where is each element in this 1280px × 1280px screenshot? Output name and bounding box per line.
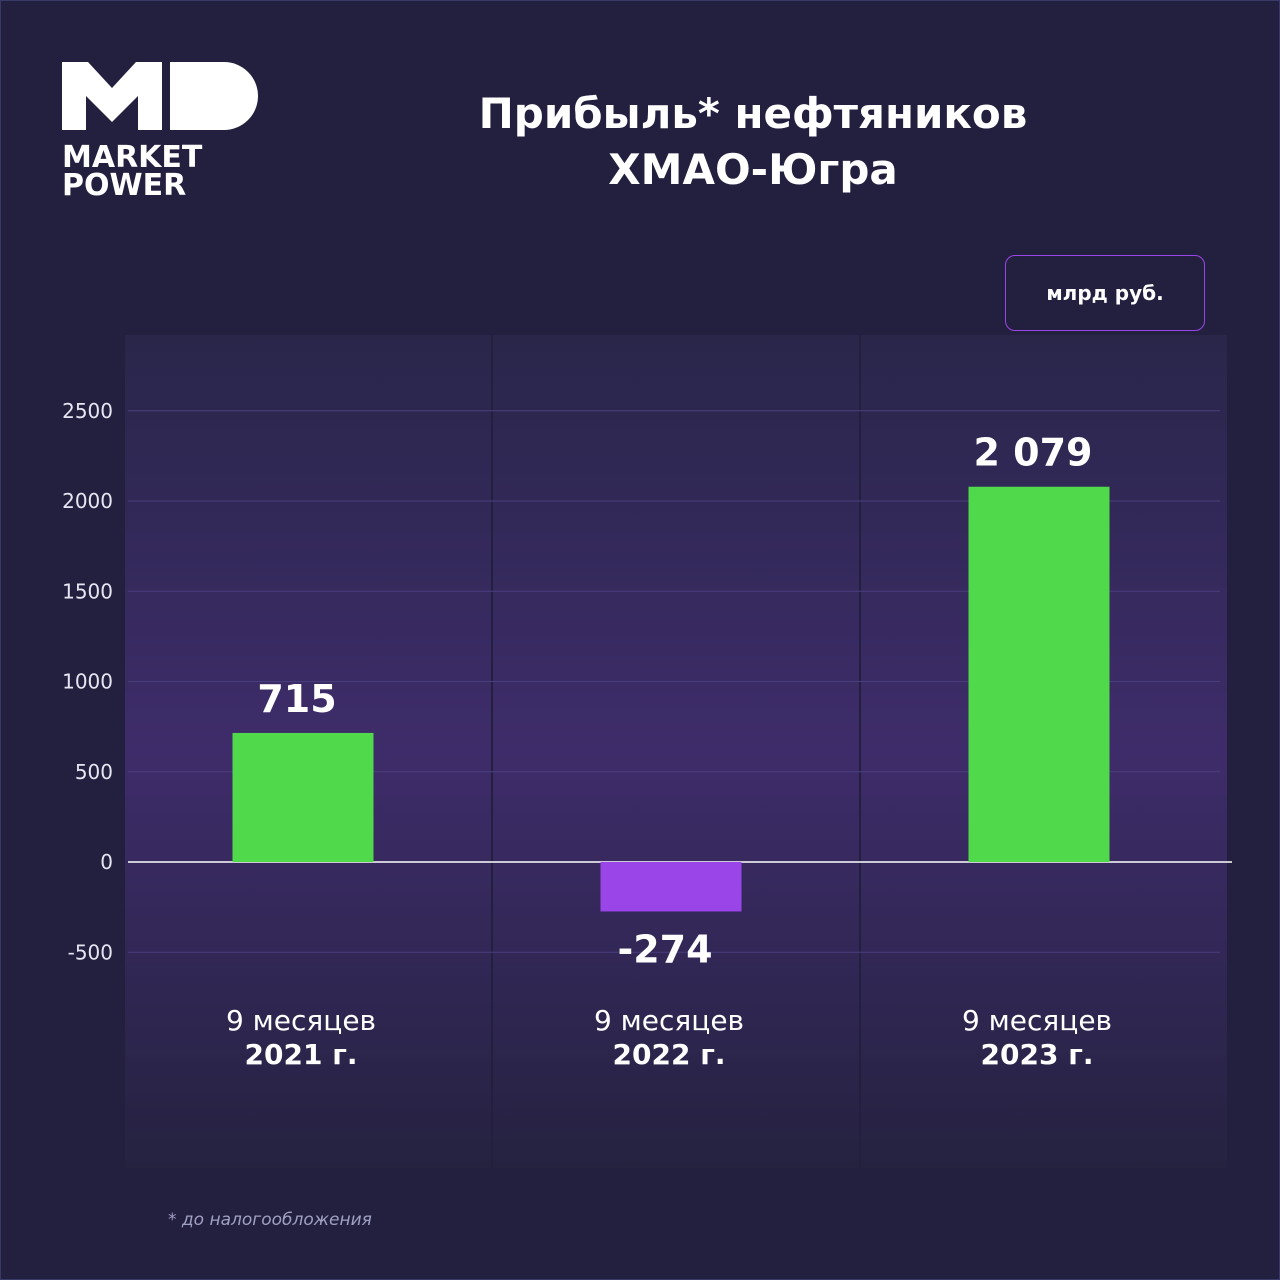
chart-columns: [125, 335, 1227, 1168]
y-tick-label: -500: [68, 940, 113, 964]
y-tick-label: 0: [100, 850, 113, 874]
mp-logo-icon: [62, 62, 258, 130]
value-label-3: 2 079: [974, 431, 1093, 475]
y-tick-label: 2500: [62, 399, 113, 423]
chart-title-line1: Прибыль* нефтяников: [478, 89, 1028, 138]
market-power-logo: MARKET POWER: [62, 62, 262, 203]
x-label-year-3: 2023 г.: [981, 1038, 1094, 1071]
x-label-year-2: 2022 г.: [613, 1038, 726, 1071]
chart-title: Прибыль* нефтяников ХМАО-Югра: [400, 86, 1106, 198]
y-tick-label: 2000: [62, 489, 113, 513]
y-axis: 2500 2000 1500 1000 500 0 -500: [62, 399, 113, 965]
bar-2: [600, 862, 742, 912]
unit-badge: млрд руб.: [1005, 255, 1205, 331]
chart-title-line2: ХМАО-Югра: [608, 145, 898, 194]
bar-1: [232, 732, 374, 862]
x-label-year-1: 2021 г.: [245, 1038, 358, 1071]
logo-text-power: POWER: [62, 168, 187, 203]
chart-bars: [232, 486, 1110, 912]
value-labels: 715 -274 2 079: [257, 431, 1092, 972]
x-label-months-1: 9 месяцев: [226, 1004, 376, 1037]
y-tick-label: 500: [75, 760, 113, 784]
bar-3: [968, 486, 1110, 862]
x-label-months-3: 9 месяцев: [962, 1004, 1112, 1037]
logo-text-market: MARKET: [62, 140, 203, 175]
y-tick-label: 1500: [62, 579, 113, 603]
category-column-2: [493, 335, 859, 1168]
y-tick-label: 1000: [62, 670, 113, 694]
x-label-months-2: 9 месяцев: [594, 1004, 744, 1037]
value-label-1: 715: [257, 677, 336, 721]
value-label-2: -274: [617, 927, 712, 971]
footnote: * до налогообложения: [168, 1210, 372, 1230]
